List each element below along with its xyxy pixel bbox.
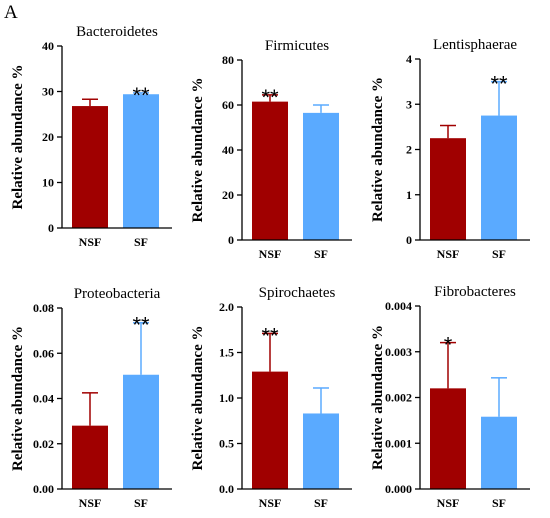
bar-sf xyxy=(123,374,159,489)
bar-sf xyxy=(481,115,517,240)
y-tick-label: 0.001 xyxy=(385,436,412,450)
bar-nsf xyxy=(430,138,466,240)
significance-marker: * xyxy=(444,333,453,358)
x-tick-label: SF xyxy=(134,496,148,510)
y-axis-label: Relative abundance % xyxy=(190,325,206,470)
chart-lentisphaerae: Lentisphaerae Relative abundance % NSF ** SF… xyxy=(370,37,530,261)
x-tick-label: NSF xyxy=(259,496,282,510)
y-tick-label: 2.0 xyxy=(219,300,234,314)
y-tick-label: 2 xyxy=(406,143,412,157)
chart-title: Fibrobacteres xyxy=(434,284,516,300)
bar-nsf xyxy=(252,371,288,489)
x-tick-label: NSF xyxy=(79,496,102,510)
y-tick-label: 40 xyxy=(222,143,234,157)
x-tick-label: SF xyxy=(492,247,506,261)
y-tick-label: 60 xyxy=(222,98,234,112)
significance-marker: ** xyxy=(261,323,279,348)
significance-marker: ** xyxy=(490,72,508,97)
y-tick-label: 0.5 xyxy=(219,437,234,451)
y-tick-label: 1.0 xyxy=(219,391,234,405)
bar-nsf xyxy=(430,388,466,489)
x-tick-label: NSF xyxy=(437,247,460,261)
bar-nsf xyxy=(252,101,288,240)
y-tick-label: 3 xyxy=(406,97,412,111)
y-axis-label: Relative abundance % xyxy=(10,326,26,471)
y-tick-label: 4 xyxy=(406,52,412,66)
chart-fibrobacteres: Fibrobacteres Relative abundance % * NSF SF 0… xyxy=(370,284,530,510)
bar-sf xyxy=(123,94,159,228)
bar-sf xyxy=(481,416,517,489)
significance-marker: ** xyxy=(132,83,150,108)
significance-marker: ** xyxy=(261,85,279,110)
chart-proteobacteria: Proteobacteria Relative abundance % NSF ** S… xyxy=(10,286,172,510)
chart-title: Firmicutes xyxy=(265,38,329,54)
y-tick-label: 0.00 xyxy=(33,482,54,496)
y-tick-label: 40 xyxy=(42,39,54,53)
panel-label: A xyxy=(4,2,18,23)
bar-sf xyxy=(303,413,339,489)
x-tick-label: NSF xyxy=(79,235,102,249)
y-tick-label: 1 xyxy=(406,188,412,202)
significance-marker: ** xyxy=(132,313,150,338)
chart-title: Lentisphaerae xyxy=(433,37,517,53)
y-tick-label: 80 xyxy=(222,53,234,67)
y-tick-label: 0.08 xyxy=(33,301,54,315)
y-tick-label: 0.0 xyxy=(219,482,234,496)
bar-nsf xyxy=(72,106,108,228)
chart-title: Spirochaetes xyxy=(259,285,336,301)
y-tick-label: 10 xyxy=(42,176,54,190)
x-tick-label: SF xyxy=(314,247,328,261)
y-tick-label: 0.002 xyxy=(385,391,412,405)
bar-nsf xyxy=(72,425,108,489)
x-tick-label: SF xyxy=(492,496,506,510)
y-tick-label: 0.02 xyxy=(33,437,54,451)
y-tick-label: 0.06 xyxy=(33,346,54,360)
chart-title: Proteobacteria xyxy=(74,286,161,302)
y-tick-label: 0.004 xyxy=(385,299,412,313)
y-tick-label: 0.000 xyxy=(385,482,412,496)
bar-sf xyxy=(303,112,339,240)
chart-bacteroidetes: Bacteroidetes Relative abundance % NSF ** SF… xyxy=(10,24,172,249)
y-tick-label: 30 xyxy=(42,85,54,99)
y-tick-label: 0.04 xyxy=(33,392,54,406)
y-axis-label: Relative abundance % xyxy=(190,77,206,222)
y-tick-label: 20 xyxy=(42,130,54,144)
y-axis-label: Relative abundance % xyxy=(370,77,386,222)
y-tick-label: 1.5 xyxy=(219,346,234,360)
y-axis-label: Relative abundance % xyxy=(10,64,26,209)
y-tick-label: 0 xyxy=(406,233,412,247)
chart-title: Bacteroidetes xyxy=(76,24,158,40)
y-axis-label: Relative abundance % xyxy=(370,325,386,470)
x-tick-label: NSF xyxy=(437,496,460,510)
x-tick-label: SF xyxy=(314,496,328,510)
y-tick-label: 20 xyxy=(222,188,234,202)
x-tick-label: SF xyxy=(134,235,148,249)
x-tick-label: NSF xyxy=(259,247,282,261)
chart-spirochaetes: Spirochaetes Relative abundance % ** NSF SF 0… xyxy=(190,285,352,510)
y-tick-label: 0.003 xyxy=(385,345,412,359)
y-tick-label: 0 xyxy=(228,233,234,247)
chart-firmicutes: Firmicutes Relative abundance % ** NSF SF 0 20… xyxy=(190,38,352,261)
y-tick-label: 0 xyxy=(48,221,54,235)
